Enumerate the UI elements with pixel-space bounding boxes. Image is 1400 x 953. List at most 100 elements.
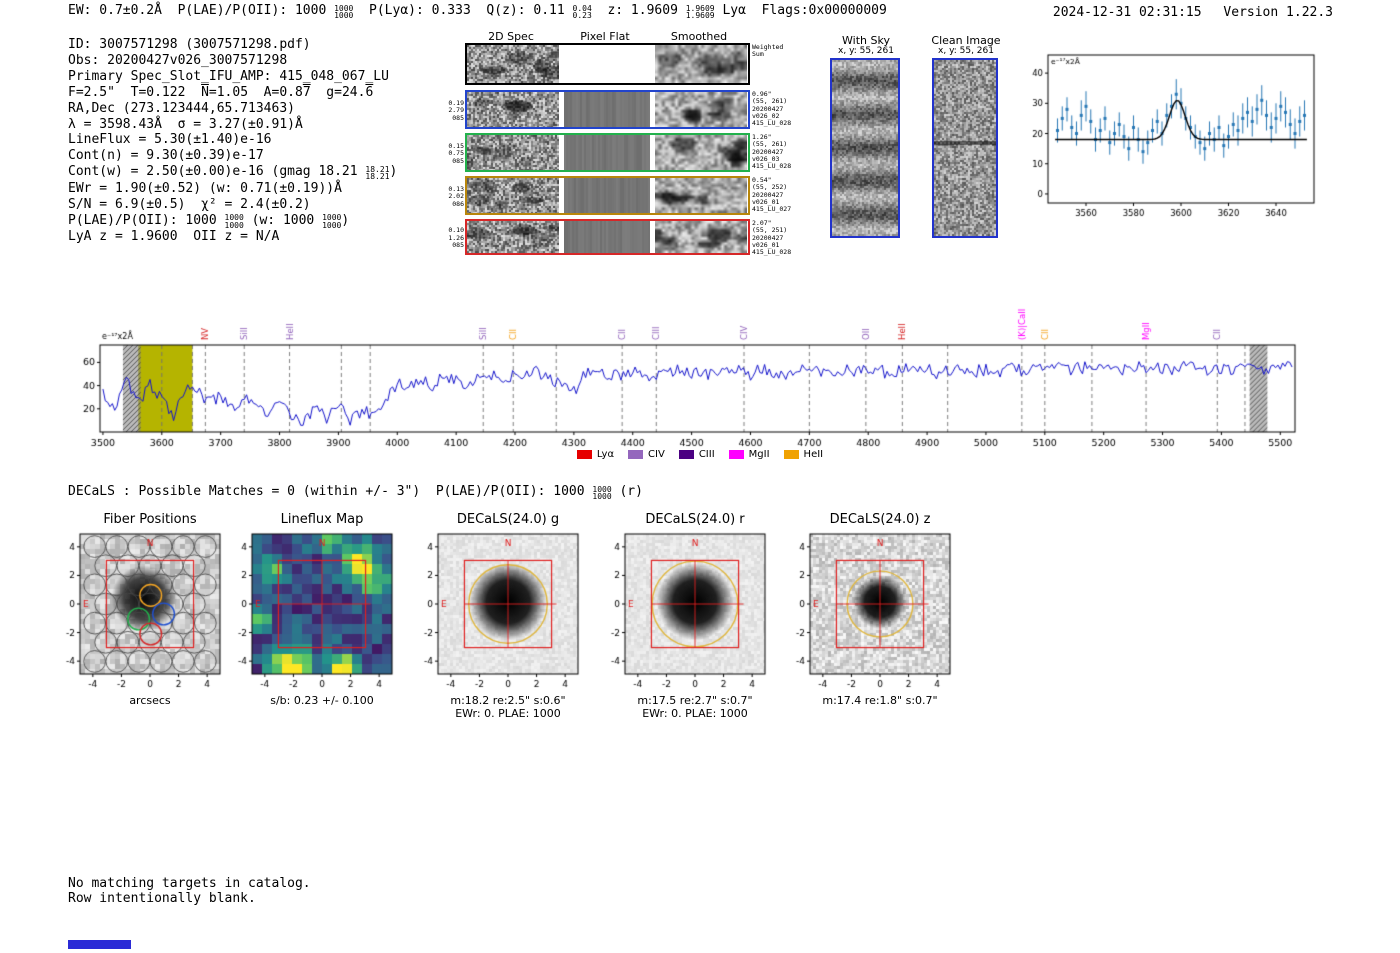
full-spectrum-plot [60, 295, 1340, 455]
stacked-fraction: 1000 1000 [592, 484, 612, 501]
text-line: Obs: 20200427v026_3007571298 [68, 53, 397, 69]
spec2d-cell-flat [564, 221, 650, 253]
spec2d-cell-smooth [655, 135, 747, 170]
legend-label: HeII [803, 449, 824, 460]
decals-header: DECaLS : Possible Matches = 0 (within +/… [68, 484, 643, 501]
spec2d-cell-smooth [655, 92, 747, 127]
legend-swatch [678, 450, 694, 459]
text-token: Obs: 20200427v026_3007571298 [68, 52, 288, 68]
panel-xlabel: arcsecs [129, 694, 171, 707]
text-token: LyA z = 1.9600 OII z = N/A [68, 229, 280, 245]
text-token: =1.05 A=0.8 [208, 84, 303, 100]
text-token: RA,Dec (273.123444,65.713463) [68, 100, 295, 116]
text-token: 6 [365, 84, 374, 100]
spec2d-cell-2d [467, 92, 559, 127]
with-sky-panel: With Sky x, y: 55, 261 [828, 34, 904, 244]
stacked-fraction: 18.21 18.21 [365, 164, 390, 182]
legend-label: CIV [648, 449, 665, 460]
legend-item: CIII [678, 449, 715, 460]
stacked-fraction: 1000 1000 [322, 213, 342, 230]
text-line: LyA z = 1.9600 OII z = N/A [68, 229, 397, 245]
stacked-fraction: 1.9609 1.9609 [685, 3, 715, 20]
text-token: (w: 1000 [243, 212, 323, 228]
text-token: 7 [302, 84, 311, 100]
text-line: ID: 3007571298 (3007571298.pdf) [68, 37, 397, 53]
legend-swatch [783, 450, 799, 459]
spec2d-cell-flat [564, 92, 650, 127]
text-token: N [201, 84, 209, 100]
cutout-panel-lineflux-map: Lineflux Map s/b: 0.23 +/- 0.100 [222, 512, 412, 712]
text-token: (r) [611, 484, 643, 499]
panel-title: DECaLS(24.0) g [456, 512, 560, 527]
clean-image-title: Clean Image [931, 34, 1001, 47]
spec2d-row-fiber: 0.15 0.75 085 1.26" (55, 261) 20200427 v026_03… [448, 133, 791, 172]
with-sky-image [830, 58, 900, 238]
legend-item: Lyα [576, 449, 615, 460]
panel-caption: s/b: 0.23 +/- 0.100 [270, 694, 374, 707]
text-line: S/N = 6.9(±0.5) χ² = 2.4(±0.2) [68, 197, 397, 213]
text-token: DECaLS : Possible Matches = 0 (within +/… [68, 484, 593, 499]
legend-label: Lyα [596, 449, 615, 460]
report-timestamp: 2024-12-31 02:31:15 [1052, 5, 1202, 20]
text-line: Cont(w) = 2.50(±0.00)e-16 (gmag 18.21 18… [68, 164, 397, 181]
spec2d-cell-2d [467, 45, 559, 83]
panel-title: Fiber Positions [103, 512, 197, 527]
spec2d-cell-smooth [655, 45, 747, 83]
text-token: S/N = 6.9(±0.5) χ² = 2.4(±0.2) [68, 196, 311, 212]
panel-title: DECaLS(24.0) r [645, 512, 745, 527]
clean-image-coords: x, y: 55, 261 [938, 46, 994, 56]
text-token: EW: 0.7±0.2Å P(LAE)/P(OII): 1000 [68, 3, 335, 18]
text-line: P(LAE)/P(OII): 1000 1000 1000 (w: 1000 10… [68, 213, 397, 230]
cutout-panel-fiber-positions: Fiber Positions arcsecs [50, 512, 240, 712]
text-line: EWr = 1.90(±0.52) (w: 0.71(±0.19))Å [68, 181, 397, 197]
stacked-fraction: 1000 1000 [334, 3, 354, 20]
panel-title: DECaLS(24.0) z [829, 512, 931, 527]
legend-item: HeII [783, 449, 824, 460]
legend-item: MgII [728, 449, 770, 460]
clean-image-panel: Clean Image x, y: 55, 261 [929, 34, 1003, 244]
stacked-fraction: 0.04 0.23 [572, 3, 592, 20]
text-line: LineFlux = 5.30(±1.40)e-16 [68, 132, 397, 148]
text-token: F=2.5" T=0.122 [68, 84, 202, 100]
spec2d-row-weights: 0.10 1.26 085 [448, 226, 464, 249]
text-line: Primary Spec_Slot_IFU_AMP: 415_048_067_L… [68, 69, 397, 85]
cutout-panel-decals-g: DECaLS(24.0) g m:18.2 re:2.5" s:0.6" EWr… [408, 512, 598, 720]
text-token: Primary Spec_Slot_IFU_AMP: 415_048_067_L… [68, 68, 389, 84]
text-token: g=24. [310, 84, 366, 100]
spec2d-cell-2d [467, 221, 559, 253]
with-sky-title: With Sky [842, 34, 890, 47]
panel-caption2: EWr: 0. PLAE: 1000 [455, 707, 561, 720]
spec2d-cell-flat [564, 178, 650, 213]
text-token: z: 1.9609 [591, 3, 686, 18]
note-line-1: No matching targets in catalog. [68, 876, 311, 891]
spec2d-row-fiber: 0.10 1.26 085 2.07" (55, 251) 20200427 v026_01… [448, 219, 791, 256]
header-meta: 2024-12-31 02:31:15 Version 1.22.3 [1053, 5, 1333, 20]
line-fit-plot [1012, 45, 1322, 230]
text-token: Cont(w) = 2.50(±0.00)e-16 (gmag 18.21 [68, 164, 366, 180]
decals-r-plot [595, 528, 785, 692]
clean-image-image [932, 58, 998, 238]
legend-label: MgII [748, 449, 770, 460]
legend-label: CIII [698, 449, 715, 460]
panel-caption: m:17.4 re:1.8" s:0.7" [822, 694, 938, 707]
text-token: LineFlux = 5.30(±1.40)e-16 [68, 132, 272, 148]
bottom-blue-bar [68, 940, 131, 949]
col-title-smoothed: Smoothed [670, 30, 728, 43]
report-version: Version 1.22.3 [1223, 5, 1333, 20]
text-token: ID: 3007571298 (3007571298.pdf) [68, 37, 311, 52]
text-token: ) [341, 212, 350, 228]
text-token: P(LAE)/P(OII): 1000 [68, 212, 225, 228]
spec2d-row-weighted: Weighted Sum [465, 43, 783, 85]
text-token: Lyα Flags:0x00000009 [714, 3, 887, 18]
panel-title: Lineflux Map [280, 512, 364, 527]
legend-swatch [576, 450, 592, 459]
lineflux-map-plot [222, 528, 412, 692]
panel-caption: m:18.2 re:2.5" s:0.6" [450, 694, 566, 707]
text-line: Cont(n) = 9.30(±0.39)e-17 [68, 148, 397, 164]
spec2d-cell-smooth [655, 178, 747, 213]
spec2d-row-annotation: 0.96" (55, 261) 20200427 v026_02 415_LU_028 [752, 90, 792, 128]
spec2d-row-fiber: 0.13 2.02 086 0.54" (55, 252) 20200427 v026_01… [448, 176, 791, 215]
spec2d-cutout-block: 2D Spec Pixel Flat Smoothed Weighted Sum 0… [448, 28, 825, 268]
col-title-2dspec: 2D Spec [488, 30, 534, 43]
text-line: λ = 3598.43Å σ = 3.27(±0.91)Å [68, 117, 397, 133]
